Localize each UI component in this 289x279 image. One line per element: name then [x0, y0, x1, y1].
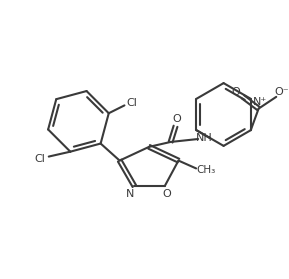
- Text: Cl: Cl: [34, 153, 45, 163]
- Text: CH₃: CH₃: [196, 165, 216, 175]
- Text: O: O: [162, 189, 171, 199]
- Text: NH: NH: [196, 133, 212, 143]
- Text: O: O: [172, 114, 181, 124]
- Text: Cl: Cl: [127, 98, 138, 109]
- Text: N⁺: N⁺: [253, 97, 267, 107]
- Text: O: O: [232, 87, 240, 97]
- Text: O⁻: O⁻: [275, 87, 289, 97]
- Text: N: N: [126, 189, 135, 199]
